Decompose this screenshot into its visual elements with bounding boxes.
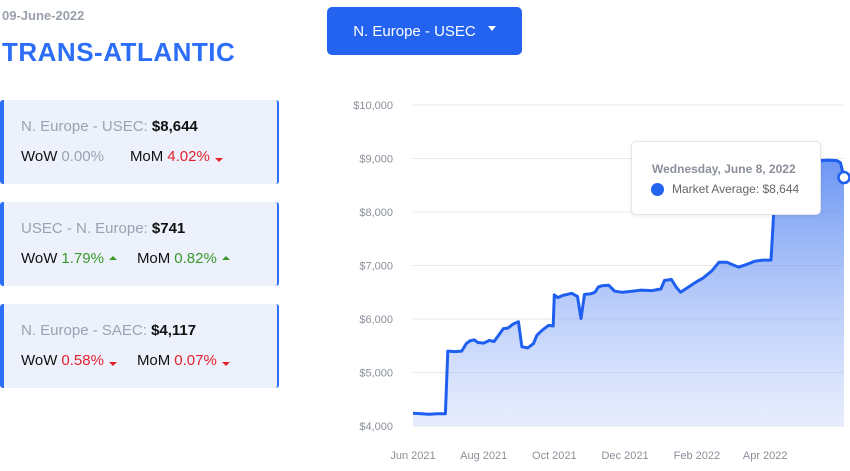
card-price: $4,117 <box>151 322 197 339</box>
wow-label: WoW <box>21 352 58 369</box>
tooltip-value: Market Average: $8,644 <box>672 182 800 196</box>
chart-tooltip: Wednesday, June 8, 2022 Market Average: … <box>631 141 821 215</box>
mom-label: MoM <box>136 250 171 267</box>
mom-label: MoM <box>129 148 164 165</box>
rate-card-neurope-saec[interactable]: N. Europe - SAEC: $4,117 WoW 0.58% MoM 0… <box>0 304 279 388</box>
card-price: $741 <box>151 220 186 237</box>
route-dropdown-button[interactable]: N. Europe - USEC <box>327 7 522 55</box>
x-tick-label: Aug 2021 <box>460 450 507 462</box>
x-tick-label: Jun 2021 <box>390 450 435 462</box>
y-tick-label: $6,000 <box>359 314 393 326</box>
y-tick-label: $9,000 <box>359 154 393 166</box>
wow-value: 0.00% <box>61 148 104 165</box>
y-tick-label: $8,000 <box>359 207 393 219</box>
y-tick-label: $4,000 <box>359 421 393 433</box>
card-price: $8,644 <box>151 118 198 135</box>
card-route-label: N. Europe - USEC: <box>21 118 148 135</box>
page-title: TRANS-ATLANTIC <box>2 37 236 67</box>
wow-label: WoW <box>21 148 58 165</box>
wow-label: WoW <box>21 250 58 267</box>
rate-card-neurope-usec[interactable]: N. Europe - USEC: $8,644 WoW 0.00% MoM 4… <box>0 100 279 184</box>
trend-down-icon <box>108 362 117 366</box>
rate-card-usec-neurope[interactable]: USEC - N. Europe: $741 WoW 1.79% MoM 0.8… <box>0 202 279 286</box>
x-tick-label: Feb 2022 <box>674 450 720 462</box>
card-route-label: USEC - N. Europe: <box>21 220 148 237</box>
trend-up-icon <box>108 256 117 260</box>
card-route-label: N. Europe - SAEC: <box>21 322 147 339</box>
mom-value: 0.82% <box>174 250 217 267</box>
x-tick-label: Dec 2021 <box>601 450 648 462</box>
mom-label: MoM <box>136 352 171 369</box>
trend-up-icon <box>221 256 230 260</box>
highlight-point <box>837 170 850 185</box>
chevron-down-icon <box>487 25 496 31</box>
mom-value: 0.07% <box>174 352 217 369</box>
wow-value: 0.58% <box>61 352 104 369</box>
y-tick-label: $10,000 <box>353 100 393 112</box>
trend-down-icon <box>214 158 223 162</box>
tooltip-series-row: Market Average: $8,644 <box>651 182 799 196</box>
wow-value: 1.79% <box>61 250 104 267</box>
x-tick-label: Oct 2021 <box>532 450 577 462</box>
price-trend-chart[interactable]: $4,000 $5,000 $6,000 $7,000 $8,000 $9,000 $10,… <box>330 90 850 471</box>
series-dot-icon <box>651 182 664 196</box>
report-date: 09-June-2022 <box>2 8 85 23</box>
series-line <box>412 158 846 416</box>
x-tick-label: Apr 2022 <box>743 450 788 462</box>
y-tick-label: $7,000 <box>359 261 393 273</box>
trend-down-icon <box>221 362 230 366</box>
y-tick-label: $5,000 <box>359 368 393 380</box>
tooltip-date: Wednesday, June 8, 2022 <box>652 162 796 176</box>
mom-value: 4.02% <box>167 148 210 165</box>
route-dropdown-label: N. Europe - USEC <box>353 22 476 40</box>
